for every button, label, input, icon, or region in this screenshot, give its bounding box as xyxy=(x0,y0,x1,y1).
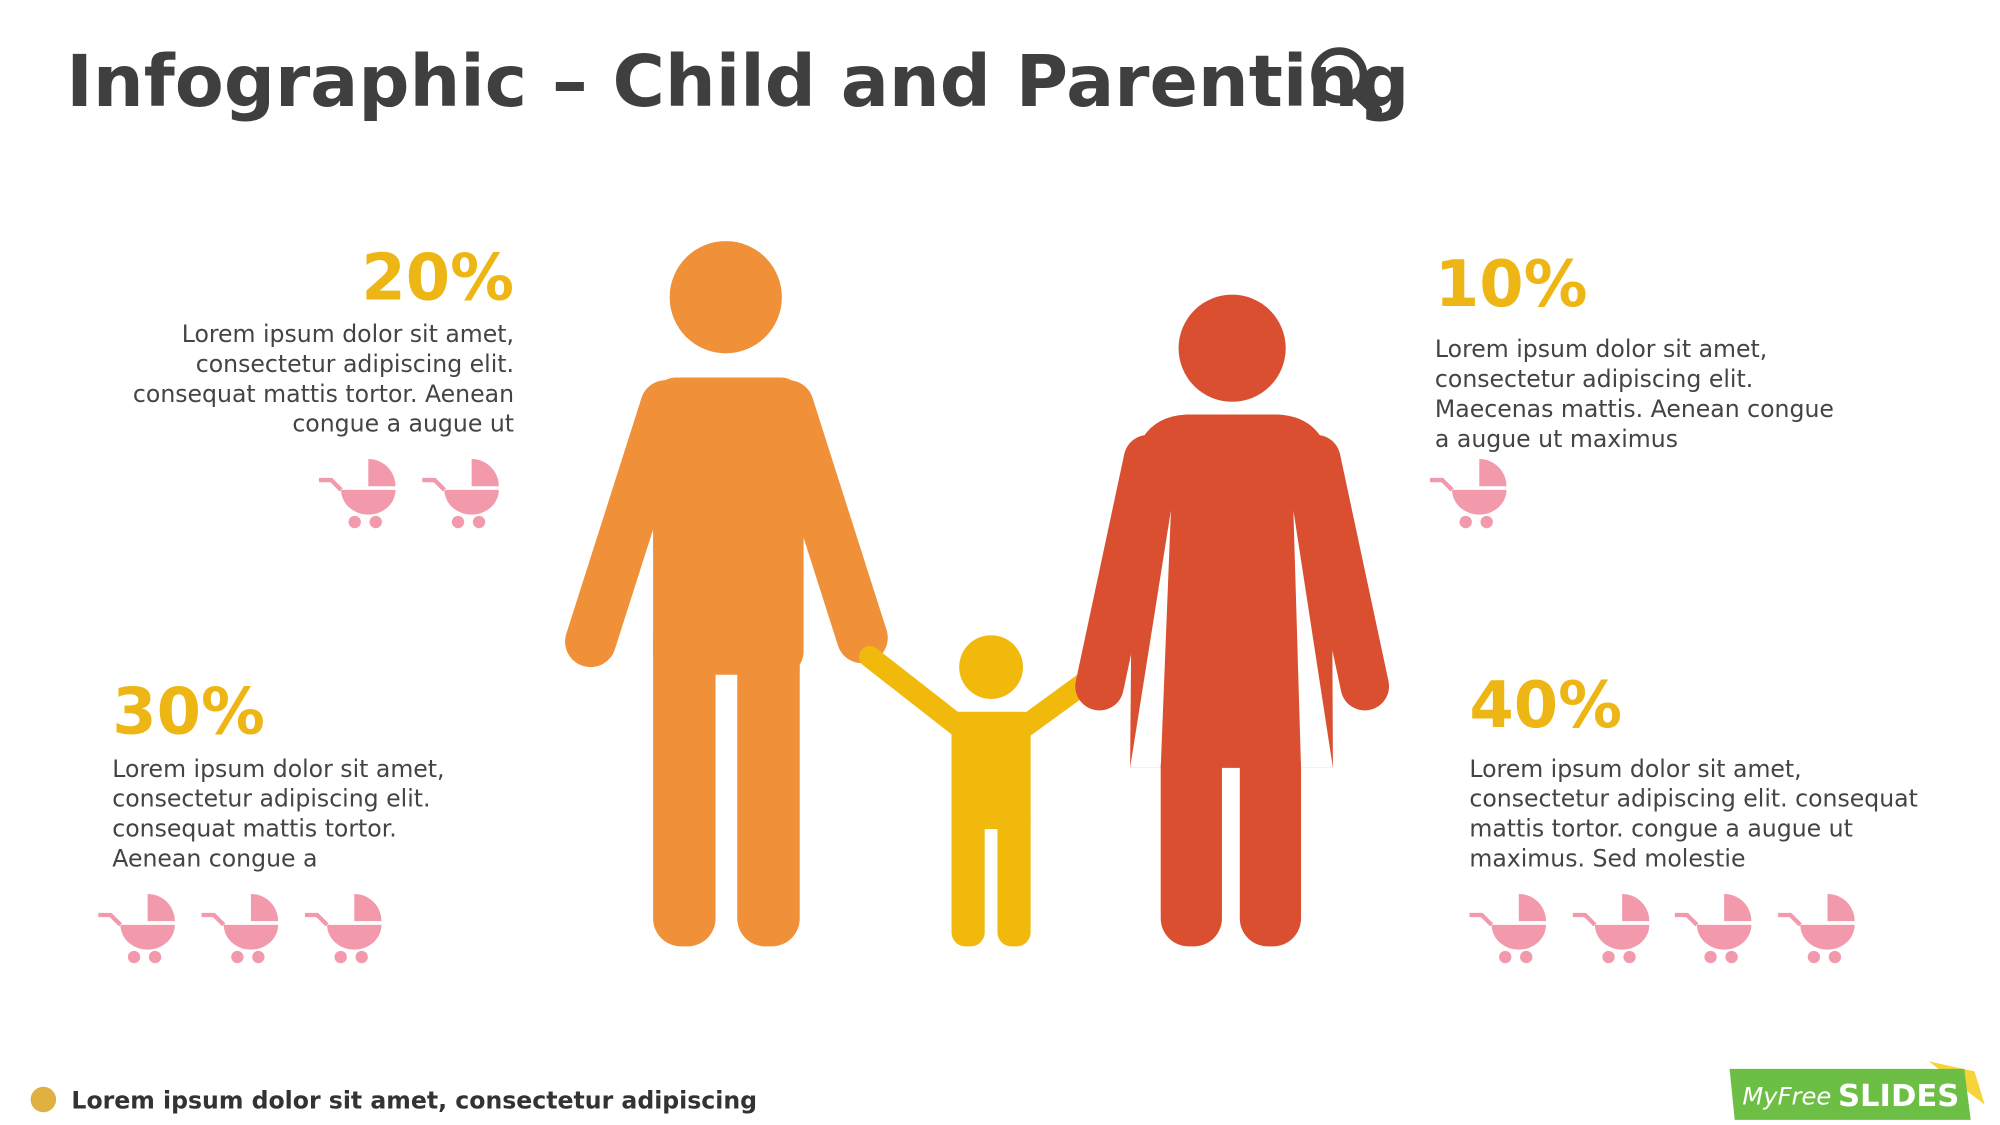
stat-text: consectetur adipiscing elit. xyxy=(1435,365,1753,393)
stat-text: Maecenas mattis. Aenean congue xyxy=(1435,395,1834,423)
logo: MyFree SLIDES xyxy=(1729,1061,1985,1120)
footer-dot xyxy=(30,1086,57,1113)
stat-text: Aenean congue a xyxy=(112,845,317,873)
stat-text: consectetur adipiscing elit. xyxy=(196,350,514,378)
title: Infographic – Child and Parenting xyxy=(66,40,1409,123)
logo-prefix: MyFree xyxy=(1742,1083,1831,1111)
stat-text: a augue ut maximus xyxy=(1435,425,1678,453)
stat-text: congue a augue ut xyxy=(292,410,514,438)
father xyxy=(565,241,888,947)
stat-text: maximus. Sed molestie xyxy=(1469,845,1745,873)
stat-percent: 20% xyxy=(361,242,514,316)
stat-text: Lorem ipsum dolor sit amet, xyxy=(1435,335,1767,363)
stat-text: Lorem ipsum dolor sit amet, xyxy=(1469,755,1801,783)
stat-text: consequat mattis tortor. Aenean xyxy=(133,380,514,408)
stat-text: mattis tortor. congue a augue ut xyxy=(1469,815,1852,843)
stat-percent: 40% xyxy=(1469,669,1622,743)
stat-text: Lorem ipsum dolor sit amet, xyxy=(112,755,444,783)
stat-percent: 30% xyxy=(112,675,265,749)
stat-percent: 10% xyxy=(1435,248,1588,322)
search-icon xyxy=(1311,47,1383,117)
stat-text: Lorem ipsum dolor sit amet, xyxy=(182,320,514,348)
stat-text: consectetur adipiscing elit. xyxy=(112,785,430,813)
mother xyxy=(1075,294,1390,947)
stat-text: consequat mattis tortor. xyxy=(112,815,397,843)
logo-brand: SLIDES xyxy=(1838,1079,1959,1114)
footer-note: Lorem ipsum dolor sit amet, consectetur … xyxy=(71,1086,757,1114)
stat-text: consectetur adipiscing elit. consequat xyxy=(1469,785,1917,813)
